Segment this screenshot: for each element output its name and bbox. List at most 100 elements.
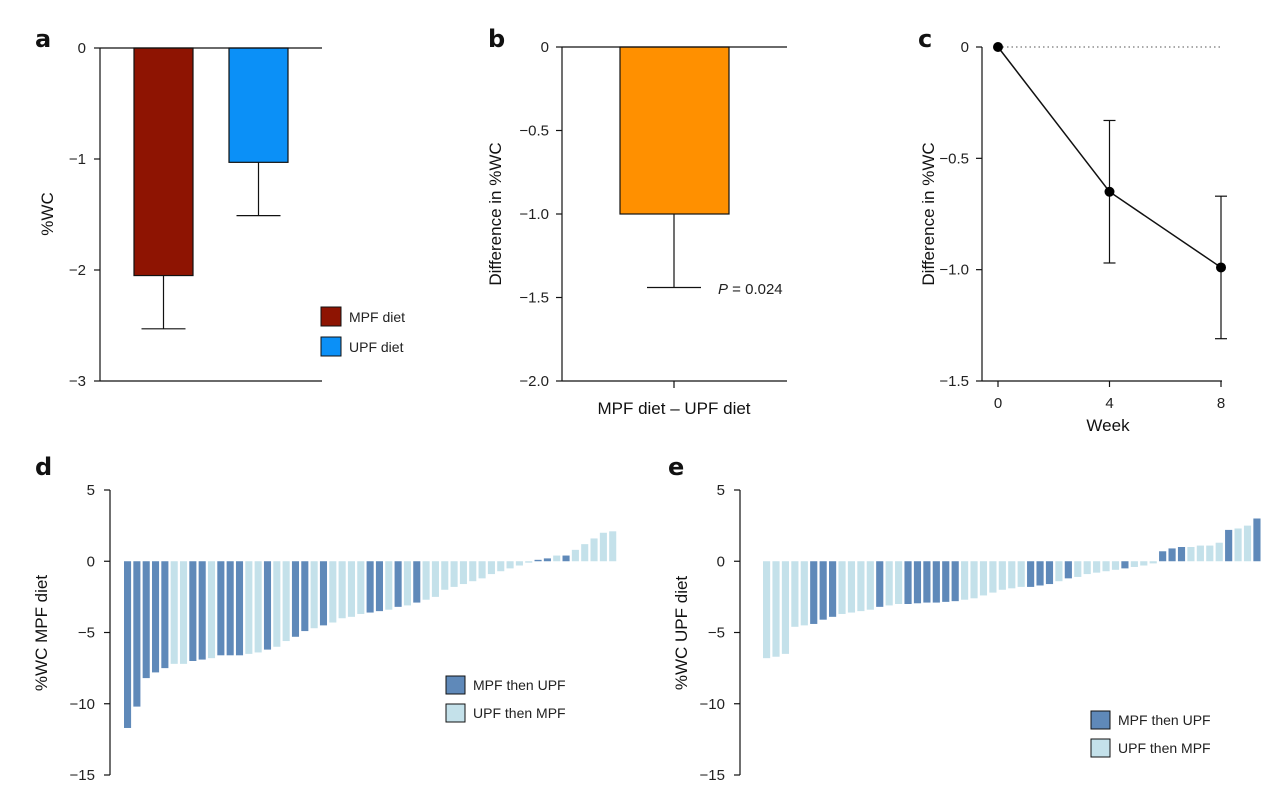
panel-b-errorbars [647, 214, 701, 289]
panel-d-bar [357, 561, 365, 614]
panel-d-bar [161, 561, 169, 669]
panel-c-xlabel: Week [1086, 416, 1130, 435]
panel-c-xtick-label: 4 [1105, 395, 1113, 412]
panel-d-bar [515, 561, 523, 566]
panel-e-bar [942, 561, 950, 602]
panel-d-bar [282, 561, 290, 642]
panel-d-bar [133, 561, 141, 707]
panel-d-bar [226, 561, 234, 656]
panel-e-bar [1225, 529, 1233, 562]
panel-d-legend-swatch [445, 675, 466, 695]
panel-e-bar [885, 561, 893, 606]
panel-e-bars [763, 518, 1261, 659]
panel-d-bar [450, 561, 458, 587]
panel-d-bar [198, 561, 206, 660]
panel-a-ytick-label: −3 [69, 373, 86, 390]
panel-e-bar [819, 561, 827, 620]
panel-e-legend-label: MPF then UPF [1118, 712, 1211, 728]
panel-e-bar [970, 561, 978, 599]
panel-e-bar [1234, 528, 1242, 562]
panel-d-ytick-label: 0 [87, 553, 95, 570]
panel-d-ytick-label: −5 [78, 625, 95, 642]
panel-d-bar [245, 561, 253, 654]
panel-e-ytick-label: 5 [717, 482, 725, 499]
panel-d-bar [543, 558, 551, 562]
panel-d-legend-label: UPF then MPF [473, 705, 566, 721]
panel-d-bar [273, 561, 281, 647]
panel-d-bar [151, 561, 160, 673]
panel-c-ytick-label: −1.0 [939, 262, 969, 279]
panel-e-bar [1187, 547, 1195, 562]
panel-a-bar [228, 47, 289, 163]
panel-e-y-axis: 5 0 −5 −10 −15 [700, 482, 741, 784]
panel-e-bar [1177, 547, 1186, 562]
panel-c-x-axis: 0 4 8 [982, 380, 1225, 412]
panel-e-bar [1196, 545, 1204, 562]
panel-d-ytick-label: 5 [87, 482, 95, 499]
panel-e-bar [1130, 561, 1138, 567]
panel-d-bar [235, 561, 244, 656]
panel-d-bar [301, 561, 309, 632]
panel-d-bar [431, 561, 439, 597]
panel-d-bar [525, 561, 533, 563]
panel-d-bar [366, 561, 374, 613]
panel-d-bar [581, 544, 589, 562]
panel-d-bar [562, 555, 570, 562]
panel-d-bar [291, 561, 300, 637]
panel-e-bar [829, 561, 837, 617]
panel-d-bar [609, 531, 617, 562]
panel-e-ytick-label: −15 [700, 767, 725, 784]
panel-d-legend-swatch [445, 703, 466, 723]
panel-e-bar [838, 561, 846, 614]
panel-d-bar [497, 561, 505, 572]
panel-e-bar [1027, 561, 1035, 587]
panel-b-xlabel: MPF diet – UPF diet [597, 399, 750, 418]
panel-e-bar [989, 561, 997, 593]
panel-d-bar [179, 561, 188, 664]
panel-c-ytick-label: 0 [961, 39, 969, 56]
panel-c-series [993, 42, 1226, 273]
panel-d-bar [263, 561, 272, 650]
panel-d-bar [553, 555, 561, 562]
panel-b-bars [619, 46, 730, 215]
panel-d-bar [217, 561, 225, 656]
panel-e-ytick-label: 0 [717, 553, 725, 570]
panel-c: c Difference in %WC Week 0 −0.5 −1.0 −1.5 0… [918, 25, 1227, 435]
panel-d-bar [207, 561, 216, 659]
panel-d-ytick-label: −10 [70, 696, 95, 713]
panel-e-legend-swatch [1090, 710, 1111, 730]
panel-e-bar [904, 561, 912, 604]
panel-c-ytick-label: −0.5 [939, 150, 969, 167]
panel-a-legend-label: UPF diet [349, 339, 404, 355]
panel-d-bar [124, 561, 132, 728]
panel-d-legend-label: MPF then UPF [473, 677, 566, 693]
panel-c-xtick-label: 8 [1217, 395, 1225, 412]
panel-e-ytick-label: −10 [700, 696, 725, 713]
panel-d-bar [347, 561, 356, 617]
panel-a-y-axis: 0 −1 −2 −3 [69, 40, 322, 390]
panel-e-bar [979, 561, 988, 596]
panel-d-bar [254, 561, 262, 653]
panel-d-ytick-label: −15 [70, 767, 95, 784]
panel-b: b Difference in %WC MPF diet – UPF diet … [486, 25, 787, 418]
panel-c-point [993, 42, 1003, 52]
panel-b-ylabel: Difference in %WC [486, 142, 505, 285]
panel-e-bar [857, 561, 865, 612]
panel-e-bar [1159, 551, 1167, 562]
panel-d-bar [189, 561, 197, 661]
panel-e-bar [1083, 561, 1091, 575]
panel-d-bar [394, 561, 402, 607]
panel-b-y-axis: 0 −0.5 −1.0 −1.5 −2.0 [519, 39, 787, 390]
panel-e-legend-label: UPF then MPF [1118, 740, 1211, 756]
panel-e-ylabel: %WC UPF diet [672, 576, 691, 691]
panel-e-bar [1045, 561, 1054, 585]
panel-d-bar [142, 561, 150, 679]
panel-b-ytick-label: −1.5 [519, 290, 549, 307]
panel-e-bar [763, 561, 771, 659]
panel-letter-a: a [35, 25, 51, 53]
panel-c-y-axis: 0 −0.5 −1.0 −1.5 [939, 39, 983, 390]
panel-e-bar [1140, 561, 1148, 566]
panel-letter-c: c [918, 25, 932, 53]
panel-e-bar [951, 561, 959, 602]
panel-d-bar [329, 561, 337, 623]
